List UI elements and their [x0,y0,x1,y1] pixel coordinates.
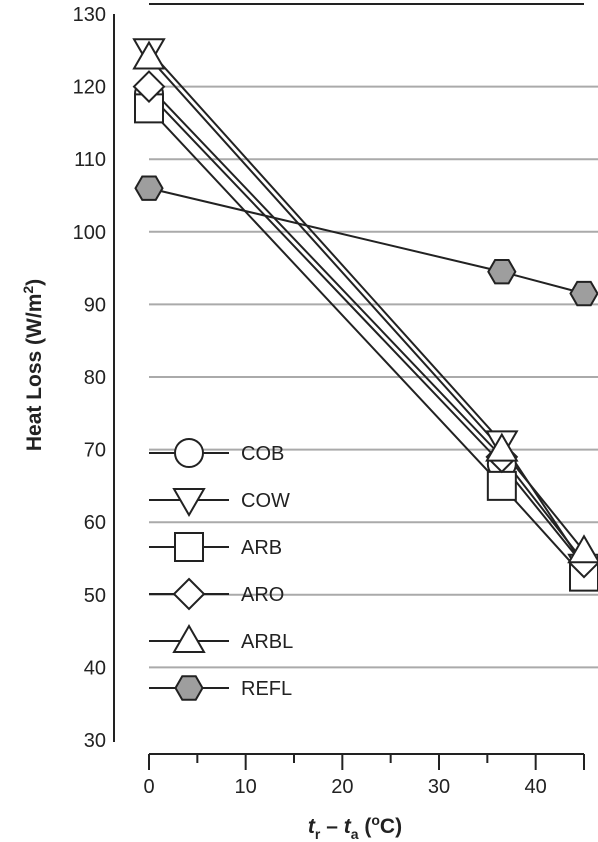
legend-item-arbl: ARBL [149,623,293,653]
data-point-aro [132,70,166,104]
legend-marker-cob [174,438,204,468]
legend: COB COW ARB ARO ARBL REFL [149,438,293,701]
legend-marker-aro [172,577,206,611]
x-tick-label: 0 [143,776,154,798]
y-tick-label: 90 [84,294,106,316]
x-tick-label: 20 [331,776,353,798]
legend-item-cob: COB [149,438,284,468]
y-tick-label: 110 [74,149,106,171]
legend-item-refl: REFL [149,675,292,701]
legend-marker-refl [174,675,204,701]
legend-marker-arb [174,532,204,562]
grid-lines [149,85,598,669]
series-line-cob [148,93,585,567]
data-point-arbl [485,432,519,462]
legend-label-cob: COB [241,443,284,465]
legend-label-refl: REFL [241,678,292,700]
y-tick-label: 120 [73,77,106,99]
axes: 30 40 50 60 70 80 90 100 110 120 130 0 10 20 30 40 [73,3,585,798]
series-line-refl [148,187,585,295]
data-point-arb [486,470,517,501]
legend-item-arb: ARB [149,532,282,562]
data-point-refl [487,259,517,285]
y-tick-label: 70 [84,440,106,462]
legend-marker-cow [172,488,206,518]
y-tick-label: 30 [84,730,106,752]
x-tick-label: 10 [235,776,257,798]
y-tick-label: 80 [84,367,106,389]
series-line-aro [148,85,585,563]
y-tick-label: 50 [84,585,106,607]
series-line-cow [148,49,585,567]
series-line-arb [148,107,585,578]
legend-label-aro: ARO [241,584,284,606]
x-axis-title: tr – ta (oC) [308,812,402,842]
x-tick-label: 30 [428,776,450,798]
data-point-refl [134,175,164,201]
legend-label-arb: ARB [241,537,282,559]
x-tick-label: 40 [525,776,547,798]
legend-label-cow: COW [241,490,290,512]
legend-label-arbl: ARBL [241,631,293,653]
y-tick-label: 60 [84,512,106,534]
legend-item-aro: ARO [149,577,284,611]
data-point-arbl [567,534,598,564]
y-tick-label: 40 [84,657,106,679]
legend-item-cow: COW [149,488,290,518]
legend-marker-arbl [172,623,206,653]
y-tick-label: 130 [73,4,106,26]
series-layer [132,38,598,592]
y-tick-label: 100 [73,222,106,244]
data-point-arbl [132,40,166,70]
data-point-refl [569,280,598,307]
y-axis-title: Heat Loss (W/m2) [20,279,46,451]
